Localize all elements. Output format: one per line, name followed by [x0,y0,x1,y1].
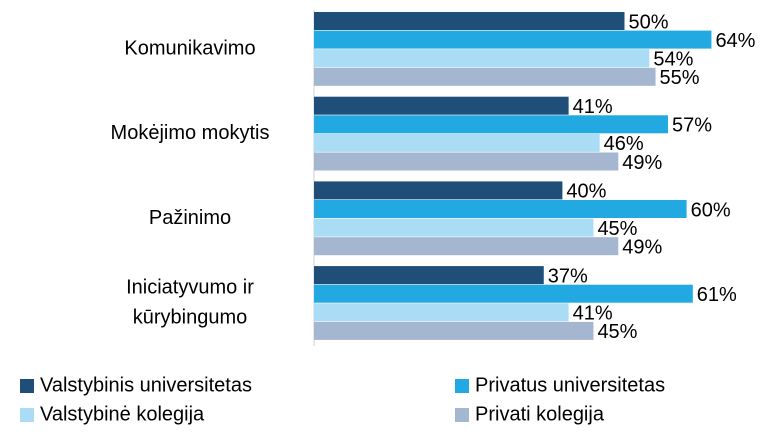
bar [314,218,594,237]
category-label: Iniciatyvumo ir kūrybingumo [126,277,254,329]
value-label: 41% [573,96,613,118]
value-label: 50% [629,11,669,33]
bar [314,96,569,115]
value-label: 57% [672,115,712,137]
value-label: 46% [604,133,644,155]
legend-label: Privatus universitetas [475,374,665,396]
value-label: 40% [566,181,606,203]
value-label: 49% [622,152,662,174]
bar [314,321,594,340]
legend-swatch [455,408,469,422]
bar [314,115,668,134]
category-label: Mokėjimo mokytis [111,122,270,144]
bar [314,181,563,200]
category-label: Pažinimo [149,207,231,229]
value-label: 45% [597,321,637,343]
bar [314,12,625,30]
value-label: 61% [697,284,737,306]
value-label: 49% [622,236,662,258]
legend-label: Privati kolegija [475,403,605,425]
value-label: 54% [653,48,693,70]
legend-swatch [20,408,34,422]
value-label: 41% [573,303,613,325]
bar [314,266,544,285]
category-label: Komunikavimo [124,37,255,59]
bar [314,133,600,152]
value-label: 64% [715,30,755,52]
legend-label: Valstybinis universitetas [40,374,252,396]
value-label: 45% [597,218,637,240]
value-label: 55% [660,67,700,89]
bar [314,200,687,218]
bar [314,30,712,49]
value-label: 60% [691,199,731,221]
legend-swatch [455,379,469,393]
legend-swatch [20,379,34,393]
bar [314,303,569,322]
bar [314,237,619,256]
value-label: 37% [548,265,588,287]
bar [314,152,619,171]
bar [314,49,650,68]
bar [314,284,693,303]
bar [314,67,656,86]
legend-label: Valstybinė kolegija [40,403,205,425]
